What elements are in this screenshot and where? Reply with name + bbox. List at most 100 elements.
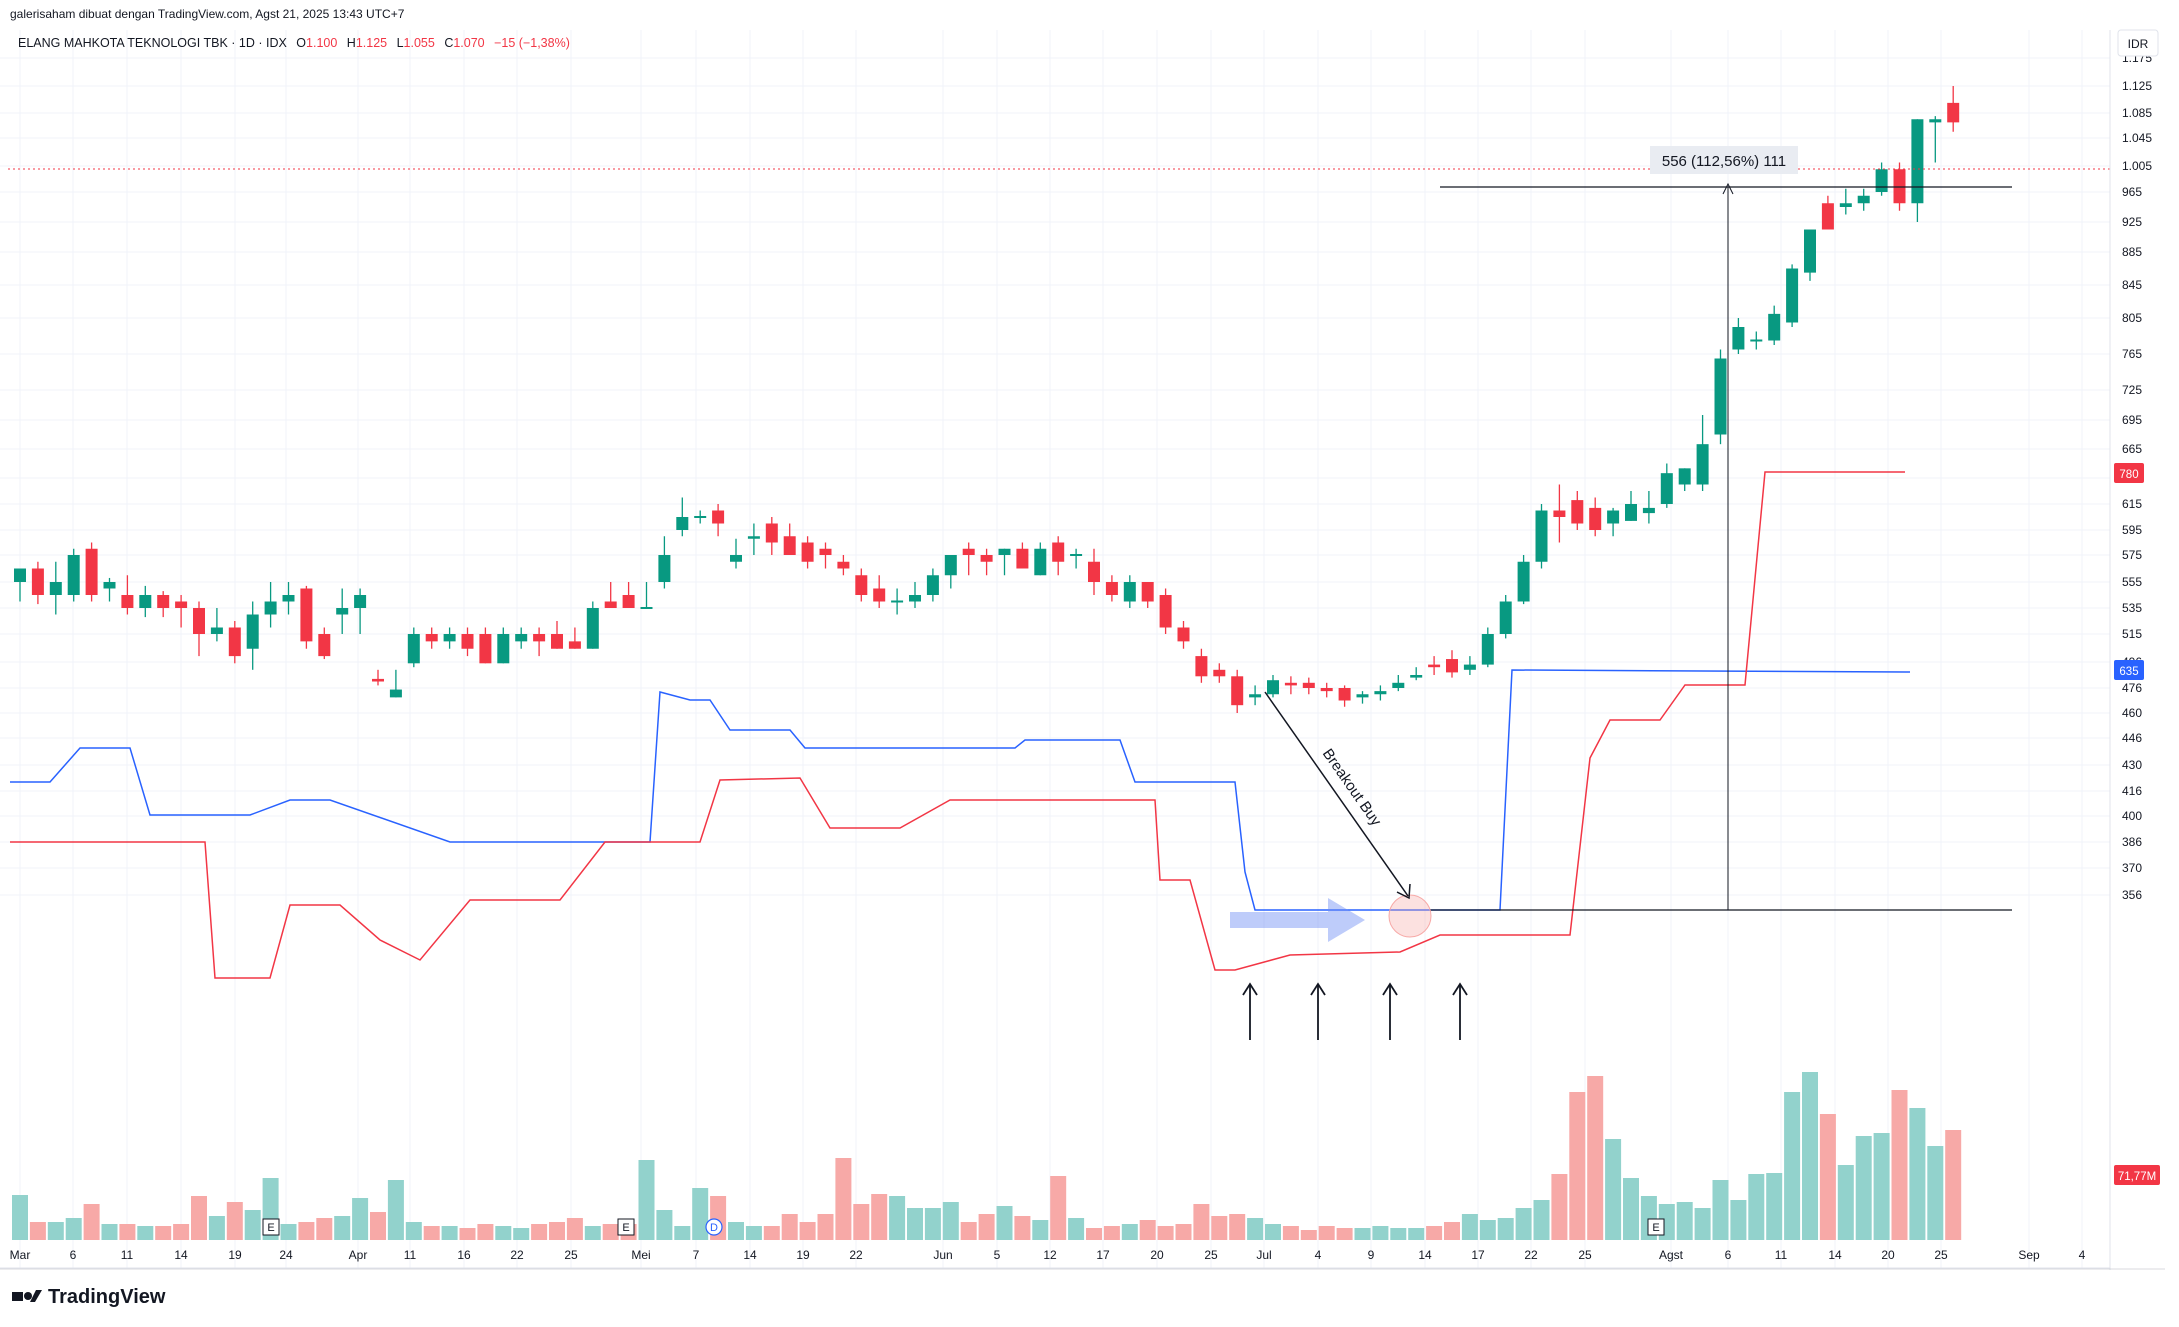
candle (1159, 588, 1172, 634)
candle-body (157, 595, 170, 608)
x-tick-label: Mei (631, 1248, 650, 1262)
volume-bar (817, 1214, 834, 1240)
candle (712, 504, 725, 537)
candle (1929, 116, 1942, 163)
x-tick-label: 20 (1150, 1248, 1164, 1262)
axes (0, 30, 2165, 1270)
volume-bar (298, 1222, 315, 1240)
svg-text:E: E (1652, 1222, 1659, 1234)
volume-bar (1265, 1224, 1281, 1240)
candle (998, 548, 1011, 576)
candle (300, 585, 313, 649)
x-tick-label: 11 (1775, 1248, 1788, 1262)
candle (407, 627, 420, 668)
candle-body (747, 536, 760, 539)
candle (1284, 676, 1297, 695)
y-tick-label: 695 (2122, 413, 2142, 427)
volume-bar (1282, 1226, 1299, 1240)
candle (31, 561, 44, 605)
y-tick-label: 430 (2122, 758, 2142, 772)
volume-bar (477, 1224, 494, 1240)
candle-body (1374, 691, 1387, 695)
candle-body (1463, 664, 1476, 670)
candle (1517, 555, 1530, 605)
candle-body (354, 595, 367, 608)
candle-body (1034, 548, 1047, 576)
logo-mark-slash (30, 1290, 42, 1302)
candle (1088, 548, 1100, 595)
volume-bar (1837, 1165, 1854, 1240)
lower-channel-line (10, 471, 1905, 979)
high-value: 1.125 (356, 36, 387, 50)
volume-bar (1802, 1072, 1818, 1240)
x-tick-label: 24 (279, 1248, 293, 1262)
candle-body (1821, 203, 1834, 230)
tradingview-logo[interactable]: TradingView (12, 1286, 166, 1308)
candle (1589, 497, 1602, 537)
svg-text:D: D (710, 1222, 718, 1234)
volume-bar (1712, 1180, 1729, 1240)
candle (1768, 305, 1781, 345)
y-axis-labels: 1.1751.1251.0851.0451.005965925885845805… (2122, 51, 2152, 902)
candle-body (819, 548, 832, 555)
candle (1804, 229, 1816, 281)
volume-bar (1086, 1228, 1102, 1240)
candle-body (31, 568, 44, 595)
volume-bar (1891, 1090, 1908, 1240)
volume-bar (799, 1222, 816, 1240)
x-tick-label: Mar (10, 1248, 31, 1262)
candle-body (407, 634, 420, 664)
y-tick-label: 805 (2122, 311, 2142, 325)
volume-bar (405, 1222, 422, 1240)
volume-bar (745, 1226, 762, 1240)
volume-bar (978, 1214, 995, 1240)
candle-body (604, 601, 617, 608)
candle (1696, 415, 1709, 491)
x-tick-label: Apr (349, 1248, 368, 1262)
candle-body (497, 634, 510, 664)
volume-bar (1068, 1218, 1085, 1240)
breakout-highlight (1388, 894, 1432, 938)
candle (747, 523, 760, 555)
candle (103, 577, 116, 602)
y-tick-label: 535 (2122, 601, 2142, 615)
candle (1625, 491, 1637, 521)
currency-button[interactable]: IDR (2117, 29, 2159, 57)
x-tick-label: 6 (1725, 1248, 1732, 1262)
candle (783, 523, 796, 555)
volume-bar (495, 1226, 512, 1240)
candle (515, 627, 528, 649)
candle-body (551, 634, 563, 649)
y-tick-label: 925 (2122, 215, 2142, 229)
candle-body (175, 601, 188, 608)
candle-body (1625, 504, 1637, 521)
candle (49, 561, 62, 615)
candle-body (282, 595, 295, 602)
candle-body (1750, 339, 1763, 342)
volume-bar (1103, 1226, 1120, 1240)
candle (1911, 119, 1924, 222)
volume-bar (1318, 1226, 1335, 1240)
candle-body (193, 608, 205, 634)
volume-bar (549, 1222, 565, 1240)
candle-body (855, 575, 868, 595)
y-tick-label: 665 (2122, 442, 2142, 456)
candle (282, 582, 295, 615)
candle-body (1284, 682, 1297, 686)
candle-body (891, 600, 904, 603)
candle-body (1678, 468, 1691, 485)
low-value: 1.055 (404, 36, 435, 50)
volume-bar (137, 1226, 154, 1240)
candle-body (873, 588, 886, 602)
candle (193, 601, 205, 657)
x-tick-label: 14 (1828, 1248, 1842, 1262)
volume-bar (1408, 1228, 1425, 1240)
volume-bar (208, 1216, 225, 1240)
candle (479, 627, 492, 664)
volume-bar (1694, 1208, 1711, 1240)
grid-lines (0, 30, 2110, 1268)
volume-bar (1623, 1178, 1639, 1240)
volume-bar (226, 1202, 243, 1240)
candle (389, 669, 402, 698)
